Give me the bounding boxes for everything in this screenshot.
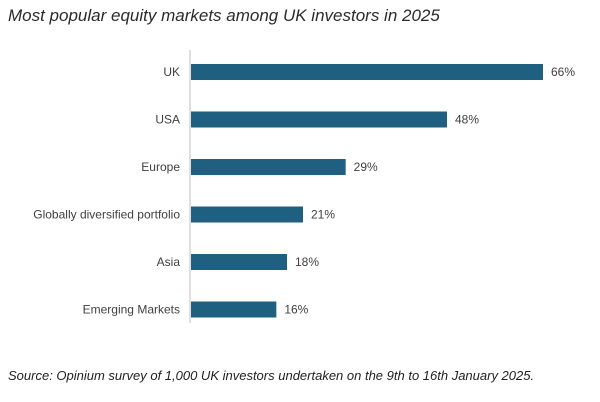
chart-title: Most popular equity markets among UK inv… bbox=[8, 6, 440, 25]
category-label: USA bbox=[155, 113, 180, 127]
value-label: 48% bbox=[455, 113, 479, 127]
category-label: Asia bbox=[157, 255, 181, 269]
bar bbox=[191, 254, 287, 270]
bar bbox=[191, 206, 303, 223]
source-note: Source: Opinium survey of 1,000 UK inves… bbox=[8, 368, 535, 383]
bar bbox=[191, 159, 346, 175]
category-label: Emerging Markets bbox=[83, 303, 180, 317]
bar bbox=[191, 64, 543, 80]
value-label: 18% bbox=[295, 255, 319, 269]
bars-group: UK 66% USA 48% Europe 29% Globally diversified… bbox=[33, 64, 575, 318]
category-label: Europe bbox=[141, 160, 180, 174]
value-label: 21% bbox=[311, 208, 335, 222]
bar bbox=[191, 301, 277, 318]
category-label: UK bbox=[163, 65, 180, 79]
value-label: 29% bbox=[354, 160, 378, 174]
category-label: Globally diversified portfolio bbox=[33, 208, 180, 222]
bar bbox=[191, 111, 447, 128]
value-label: 66% bbox=[551, 65, 575, 79]
value-label: 16% bbox=[284, 303, 308, 317]
